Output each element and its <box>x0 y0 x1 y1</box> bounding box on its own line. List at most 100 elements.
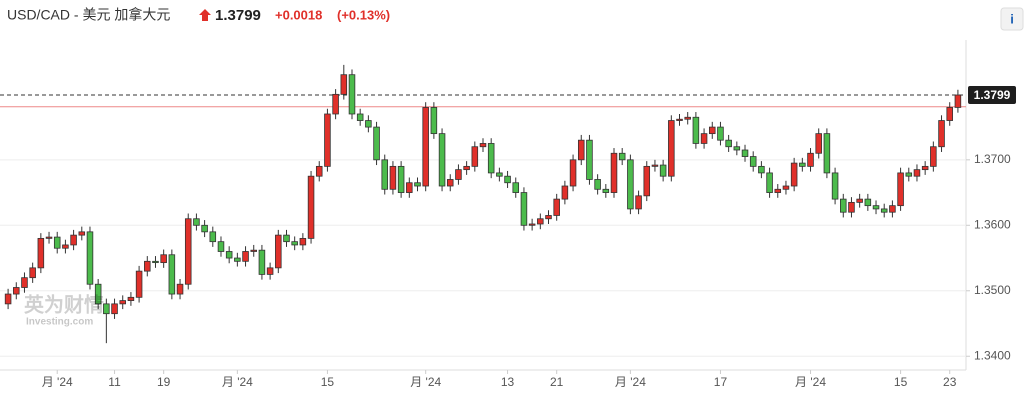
x-tick-label: 15 <box>894 375 908 389</box>
candle-body <box>242 251 249 262</box>
candle-body <box>569 159 577 187</box>
candle-body <box>258 249 266 275</box>
x-tick-label: 11 <box>108 375 121 389</box>
candle-body <box>225 251 233 259</box>
candle-body <box>602 188 610 193</box>
candle-body <box>487 143 495 174</box>
candle-body <box>340 74 348 95</box>
candle-body <box>446 179 454 187</box>
candle-body <box>692 116 700 144</box>
candle-body <box>119 300 126 305</box>
last-price-label: 1.3799 <box>974 88 1011 102</box>
candle-body <box>86 231 94 285</box>
candle-body <box>275 234 282 269</box>
x-tick-label: 月 '24 <box>795 375 826 389</box>
candle-body <box>356 113 364 121</box>
candle-body <box>315 165 323 177</box>
candle-body <box>389 165 397 190</box>
candle-body <box>840 198 847 213</box>
candle-body <box>283 234 290 243</box>
price: 1.3799 <box>215 7 261 24</box>
candle-body <box>864 198 872 207</box>
candle-body <box>406 182 413 193</box>
candle-body <box>160 254 167 264</box>
watermark-brand: 英为财情 <box>24 292 104 316</box>
candle-body <box>365 120 372 128</box>
candle-body <box>537 218 544 225</box>
pair-name: USD/CAD - 美元 加拿大元 <box>7 7 170 23</box>
info-button[interactable] <box>1000 7 1024 31</box>
candle-body <box>946 107 953 121</box>
candle-body <box>799 162 806 167</box>
candle-body <box>299 237 307 246</box>
candle-body <box>21 277 28 288</box>
candle-body <box>471 146 479 167</box>
candle-body <box>414 182 421 187</box>
candle-body <box>70 234 77 246</box>
info-icon[interactable]: i <box>1010 11 1014 26</box>
candle-body <box>577 139 585 161</box>
candle-body <box>152 260 159 264</box>
candle-body <box>53 236 61 249</box>
candle-body <box>528 223 536 226</box>
candle-body <box>889 205 896 213</box>
x-tick-label: 13 <box>501 375 515 389</box>
candle-body <box>823 133 831 174</box>
candle-body <box>610 152 618 193</box>
y-tick-label: 1.3500 <box>974 283 1011 297</box>
x-tick-label: 月 '24 <box>410 375 441 389</box>
up-arrow <box>199 9 211 21</box>
candle-body <box>496 172 503 177</box>
candle-body <box>848 201 855 213</box>
x-tick-label: 17 <box>714 375 728 389</box>
candle-body <box>856 198 863 203</box>
candle-body <box>627 159 634 210</box>
candle-body <box>954 94 962 108</box>
candle-body <box>373 126 380 161</box>
candle-body <box>938 120 945 148</box>
candle-body <box>504 175 511 184</box>
plot: 1.3400 1.3500 1.3600 1.3700 月 '24 11 19 月 '24 15… <box>0 64 1016 389</box>
candle-body <box>324 113 331 167</box>
change-pct: (+0.13%) <box>337 7 390 22</box>
candle-body <box>430 107 438 135</box>
candle-body <box>766 172 773 193</box>
candle-body <box>807 152 814 167</box>
candle-body <box>659 164 667 177</box>
last-price-box <box>968 86 1016 104</box>
candle-body <box>94 283 102 305</box>
candle-body <box>512 182 520 193</box>
candle-body <box>913 169 921 177</box>
candle-body <box>348 74 356 115</box>
candle-body <box>749 156 757 167</box>
candle-body <box>381 159 389 190</box>
candle-body <box>13 287 20 295</box>
candle-body <box>234 257 241 262</box>
candle-body <box>741 149 749 157</box>
candle-body <box>266 267 274 275</box>
candle-body <box>217 241 225 252</box>
candle-body <box>201 224 208 233</box>
x-tick-label: 23 <box>943 375 957 389</box>
y-tick-label: 1.3700 <box>974 152 1011 166</box>
x-tick-label: 15 <box>321 375 335 389</box>
candle-body <box>880 208 888 213</box>
candle-body <box>184 218 192 285</box>
candle-body <box>520 192 528 226</box>
watermark-site: Investing.com <box>26 317 93 328</box>
candle-body <box>717 126 724 141</box>
x-tick-label: 19 <box>157 375 171 389</box>
x-tick-label: 21 <box>550 375 564 389</box>
candle-body <box>193 218 200 226</box>
candle-body <box>561 185 569 200</box>
candle-body <box>479 143 487 148</box>
candle-body <box>291 241 298 246</box>
candle-body <box>103 303 110 315</box>
candle-body <box>676 118 683 121</box>
candle-body <box>397 165 405 193</box>
y-tick-label: 1.3600 <box>974 217 1011 231</box>
x-tick-label: 月 '24 <box>222 375 253 389</box>
candle-body <box>782 185 790 190</box>
candle-body <box>618 152 626 161</box>
